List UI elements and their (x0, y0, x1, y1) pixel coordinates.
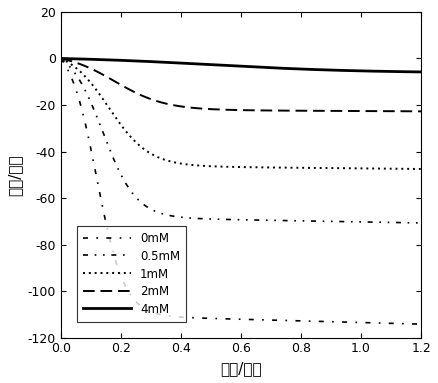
0mM (419, 322, 424, 326)
4mM (204, 62, 209, 67)
Line: 2mM: 2mM (61, 59, 421, 111)
0mM (217, 316, 222, 321)
0mM (346, 320, 351, 324)
0.5mM (95, 116, 100, 121)
0.5mM (58, 56, 64, 61)
1mM (346, 166, 351, 170)
X-axis label: 电压/伏特: 电压/伏特 (220, 361, 262, 376)
2mM (95, 69, 100, 74)
2mM (58, 56, 64, 61)
2mM (204, 106, 209, 111)
2mM (346, 109, 351, 113)
Line: 4mM: 4mM (61, 59, 421, 72)
0.5mM (339, 219, 344, 224)
2mM (217, 107, 222, 112)
0.5mM (419, 221, 424, 225)
0mM (339, 320, 344, 324)
0mM (95, 180, 100, 184)
4mM (346, 68, 351, 73)
4mM (217, 63, 222, 67)
1mM (339, 166, 344, 170)
1mM (95, 89, 100, 94)
Line: 0mM: 0mM (61, 59, 421, 324)
Y-axis label: 电流/微安: 电流/微安 (7, 154, 22, 196)
2mM (306, 108, 311, 113)
Line: 1mM: 1mM (61, 59, 421, 169)
1mM (217, 164, 222, 169)
1mM (204, 164, 209, 168)
Line: 0.5mM: 0.5mM (61, 59, 421, 223)
4mM (306, 67, 311, 72)
1mM (306, 165, 311, 170)
4mM (58, 56, 64, 61)
0.5mM (204, 216, 209, 221)
0.5mM (217, 217, 222, 222)
4mM (339, 68, 344, 73)
2mM (419, 109, 424, 114)
0mM (58, 56, 64, 61)
0.5mM (346, 219, 351, 224)
Legend: 0mM, 0.5mM, 1mM, 2mM, 4mM: 0mM, 0.5mM, 1mM, 2mM, 4mM (78, 226, 186, 322)
4mM (95, 57, 100, 62)
4mM (419, 70, 424, 74)
2mM (339, 109, 344, 113)
0mM (204, 316, 209, 321)
0.5mM (306, 219, 311, 223)
1mM (419, 167, 424, 171)
0mM (306, 319, 311, 323)
1mM (58, 56, 64, 61)
